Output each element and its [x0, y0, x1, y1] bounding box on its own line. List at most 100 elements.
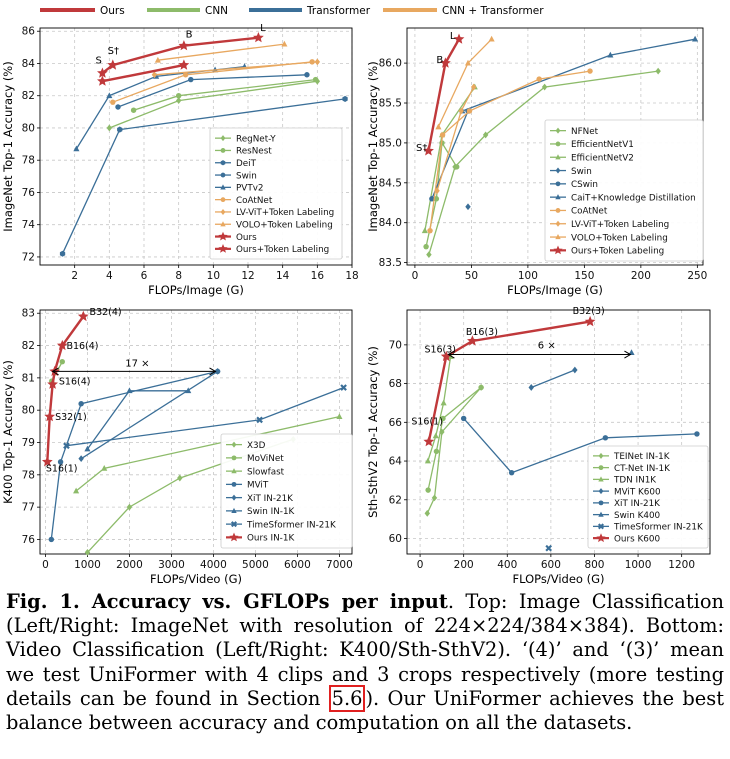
- section-reference-link[interactable]: 5.6: [328, 684, 366, 712]
- data-point: [178, 59, 190, 70]
- top-legend-item-transformer: Transformer: [249, 5, 371, 17]
- data-point: [423, 145, 434, 156]
- x-tick-label: 2000: [116, 559, 143, 571]
- legend-label: Swin: [236, 171, 257, 181]
- data-point: [470, 83, 477, 91]
- legend-marker: [597, 523, 605, 530]
- y-tick-label: 85.0: [379, 137, 402, 149]
- data-point: [655, 67, 661, 75]
- data-point: [587, 68, 593, 74]
- legend-marker: [231, 507, 237, 513]
- data-point: [465, 203, 471, 211]
- data-point: [508, 469, 515, 476]
- series-line: [427, 356, 452, 462]
- data-point: [59, 250, 66, 257]
- y-tick-label: 68: [389, 378, 402, 390]
- data-point: [458, 107, 464, 115]
- sthv2-chart: 0 200 400 600 800 1000 1200 60 62 64 66 68 70 FLOPs/V…: [366, 306, 711, 586]
- legend-label: PVTv2: [236, 184, 264, 194]
- data-point: [467, 335, 478, 346]
- series-line: [431, 110, 469, 200]
- data-point: [488, 35, 495, 42]
- x-tick-label: 12: [241, 270, 254, 282]
- legend-label: Ours: [236, 233, 257, 243]
- legend-label: X3D: [247, 441, 266, 451]
- series-line: [426, 387, 482, 514]
- y-tick-label: 81: [22, 372, 35, 384]
- data-point: [49, 365, 61, 376]
- y-tick-label: 80: [22, 122, 35, 134]
- legend-marker: [220, 160, 226, 166]
- plot-frame: [39, 309, 353, 555]
- y-tick-label: 84.5: [379, 177, 402, 189]
- legend-label: XiT IN-21K: [247, 494, 293, 504]
- series-line: [427, 320, 591, 442]
- caption-body: . Top: Image Classification (Left/Right:…: [6, 590, 724, 710]
- legend-marker: [231, 481, 237, 487]
- point-annotation: L: [260, 23, 266, 34]
- point-annotation: S16(1): [411, 416, 443, 427]
- data-point: [424, 457, 431, 464]
- data-point: [694, 431, 700, 437]
- series-line: [154, 61, 318, 76]
- top-legend-item-cnn: CNN: [147, 5, 228, 17]
- legend-label: CoAtNet: [236, 196, 273, 206]
- plot-frame: [39, 27, 353, 266]
- series-line: [50, 370, 218, 540]
- legend-marker: [220, 184, 226, 190]
- series-group: [59, 32, 348, 257]
- imagenet-384-chart: 0 50 100 150 200 250 83.5 84.0 84.5 85.0 85.5 86.0 F…: [366, 27, 707, 297]
- point-annotation: B: [436, 55, 443, 66]
- point-annotation: L: [450, 31, 456, 42]
- point-annotation: S16(3): [424, 345, 456, 356]
- data-point: [440, 415, 446, 422]
- y-axis-label: ImageNet Top-1 Accuracy (%): [366, 61, 380, 231]
- legend-label: NFNet: [571, 127, 599, 137]
- y-tick-label: 82: [22, 90, 35, 102]
- series-line: [157, 43, 285, 61]
- legend-marker: [230, 521, 238, 528]
- data-point: [42, 456, 53, 467]
- x-tick-label: 0: [42, 559, 49, 571]
- y-tick-label: 86.0: [379, 58, 402, 70]
- data-point: [423, 436, 435, 447]
- legend-marker: [598, 452, 604, 459]
- x-tick-label: 6000: [284, 559, 311, 571]
- legend-marker: [220, 148, 226, 153]
- data-point: [59, 358, 65, 365]
- data-point: [692, 35, 699, 42]
- y-tick-label: 78: [22, 155, 35, 167]
- data-point: [175, 92, 182, 99]
- top-legend-item-ours: Ours: [40, 5, 125, 17]
- data-point: [460, 415, 467, 422]
- legend-marker: [555, 141, 561, 147]
- legend-marker: [598, 476, 604, 482]
- data-point: [47, 378, 58, 389]
- legend-label: TDN IN1K: [613, 476, 656, 486]
- data-point: [602, 435, 609, 441]
- legend-label: Ours K600: [614, 534, 660, 544]
- legend-label: TEINet IN-1K: [613, 452, 670, 462]
- y-tick-label: 82: [22, 340, 35, 352]
- legend-label: CaiT+Knowledge Distillation: [571, 193, 696, 203]
- data-point: [431, 494, 438, 502]
- data-point: [63, 442, 70, 450]
- series-line: [80, 370, 218, 460]
- legend-label: TimeSformer IN-21K: [613, 523, 703, 533]
- data-point: [107, 59, 119, 70]
- caption-body-end: ). Our UniFormer achieves the best balan…: [6, 686, 724, 735]
- data-point: [175, 97, 182, 104]
- x-axis-label: FLOPs/Video (G): [150, 572, 242, 586]
- point-annotation: B32(3): [573, 306, 605, 317]
- data-point: [440, 399, 447, 406]
- x-tick-label: 4: [106, 270, 113, 282]
- data-point: [453, 33, 465, 44]
- x-axis-label: FLOPs/Image (G): [507, 283, 603, 297]
- data-point: [185, 387, 192, 394]
- legend-label: CSwin: [571, 180, 598, 190]
- y-tick-label: 80: [22, 405, 35, 417]
- legend-label: LV-ViT+Token Labeling: [571, 220, 669, 230]
- k400-chart: 0 1000 2000 3000 4000 5000 6000 7000 76 77 78 79 80 8…: [1, 307, 353, 586]
- y-tick-label: 66: [389, 417, 403, 429]
- y-tick-label: 78: [22, 469, 35, 481]
